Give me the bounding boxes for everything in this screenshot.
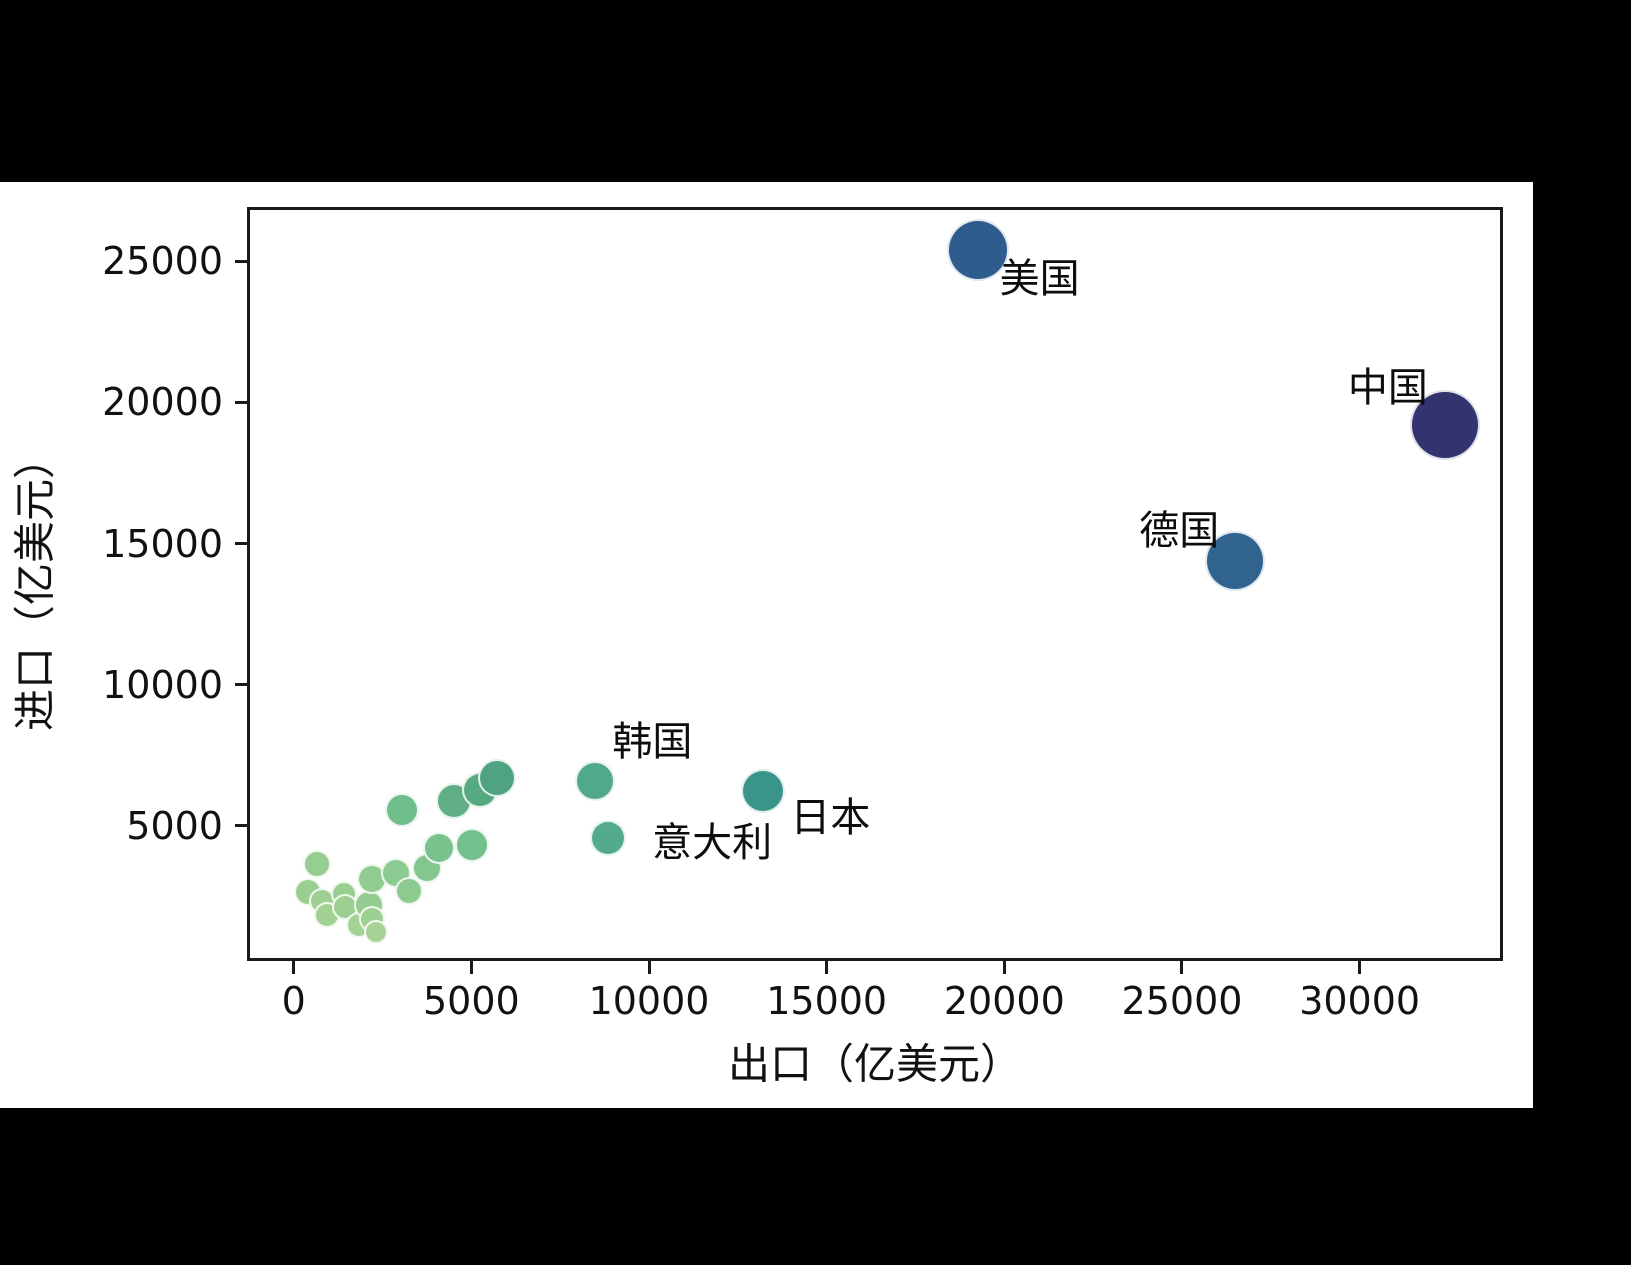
data-point [363,919,388,944]
country-label: 中国 [1347,365,1428,412]
x-axis-title: 出口（亿美元） [727,1039,1023,1089]
x-tick-mark [292,961,296,974]
country-label: 意大利 [652,819,773,866]
data-point [946,219,1009,282]
data-point [385,792,420,827]
data-point [422,831,455,864]
data-point [477,758,516,797]
y-tick-mark [235,400,248,404]
data-point [394,876,423,905]
country-label: 韩国 [612,719,693,766]
x-tick-label: 0 [281,979,306,1023]
y-axis-title: 进口（亿美元） [10,436,60,732]
x-tick-label: 15000 [766,979,888,1023]
x-tick-label: 5000 [423,979,520,1023]
data-point [302,850,331,879]
country-label: 德国 [1139,507,1220,554]
data-point [1205,530,1266,591]
x-tick-mark [469,961,473,974]
x-tick-label: 30000 [1299,979,1421,1023]
x-tick-label: 20000 [943,979,1065,1023]
plot-area: 进口（亿美元） 出口（亿美元） 0 5000 10000 15000 20000 2500… [11,207,1503,1089]
y-tick-mark [235,259,248,263]
data-point [741,769,786,814]
y-tick-label: 15000 [102,521,223,566]
data-point [454,827,489,862]
y-tick-label: 25000 [102,239,223,284]
x-tick-mark [1358,961,1362,974]
x-tick-label: 10000 [588,979,710,1023]
y-tick-mark [235,683,248,687]
y-tick-label: 5000 [126,803,223,848]
data-point [575,761,616,802]
y-tick-mark [235,542,248,546]
data-point [590,819,627,856]
y-tick-label: 20000 [102,380,223,425]
x-tick-mark [647,961,651,974]
x-tick-label: 25000 [1121,979,1243,1023]
plot-canvas: 进口（亿美元） 出口（亿美元） 0 5000 10000 15000 20000 2500… [0,182,1533,1108]
y-tick-mark [235,824,248,828]
x-tick-mark [825,961,829,974]
y-tick-label: 10000 [102,662,223,707]
country-label: 美国 [999,256,1080,303]
data-point [1409,390,1480,461]
data-point [411,852,442,883]
x-tick-mark [1002,961,1006,974]
x-tick-mark [1180,961,1184,974]
country-label: 日本 [790,795,871,842]
